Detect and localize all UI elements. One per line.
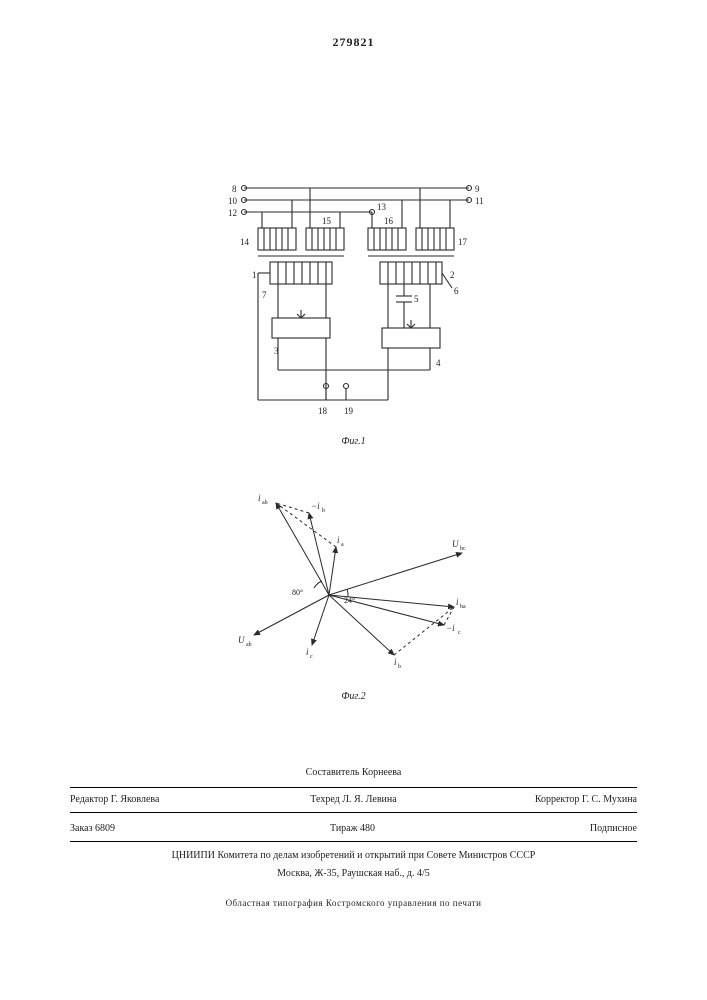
svg-text:b: b (322, 508, 325, 514)
svg-text:11: 11 (475, 196, 484, 206)
editor: Редактор Г. Яковлева (70, 792, 259, 808)
tirage: Тираж 480 (330, 821, 375, 837)
svg-text:i: i (306, 647, 309, 657)
svg-text:i: i (456, 597, 459, 607)
order-row: Заказ 6809 Тираж 480 Подписное (70, 817, 637, 842)
svg-text:3: 3 (274, 346, 279, 356)
composer-line: Составитель Корнеева (70, 765, 637, 781)
corrector: Корректор Г. С. Мухина (448, 792, 637, 808)
figure-2-caption: Фиг.2 (214, 691, 494, 702)
svg-text:19: 19 (344, 406, 354, 416)
imprint-footer: Составитель Корнеева Редактор Г. Яковлев… (70, 765, 637, 910)
svg-text:ab: ab (246, 642, 252, 648)
figure-1: 8 10 12 9 11 13 14 (214, 170, 494, 447)
vector-diagram: i ab −i b i a U bc i ba −i c (214, 485, 494, 685)
svg-text:−i: −i (311, 501, 320, 511)
svg-text:80°: 80° (292, 588, 303, 597)
svg-text:4: 4 (436, 358, 441, 368)
circuit-schematic: 8 10 12 9 11 13 14 (214, 170, 494, 430)
svg-text:6: 6 (454, 286, 459, 296)
svg-text:b: b (398, 664, 401, 670)
svg-text:ab: ab (262, 500, 268, 506)
svg-text:i: i (394, 657, 397, 667)
publisher: ЦНИИПИ Комитета по делам изобретений и о… (70, 848, 637, 864)
svg-text:8: 8 (232, 184, 237, 194)
figure-1-caption: Фиг.1 (214, 436, 494, 447)
svg-text:1: 1 (252, 270, 257, 280)
tech-editor: Техред Л. Я. Левина (259, 792, 448, 808)
svg-text:10: 10 (228, 196, 238, 206)
page-number: 279821 (0, 35, 707, 50)
printer: Областная типография Костромского управл… (70, 896, 637, 910)
svg-text:bc: bc (460, 546, 466, 552)
figure-2: i ab −i b i a U bc i ba −i c (214, 485, 494, 702)
svg-text:c: c (458, 630, 461, 636)
svg-text:2: 2 (450, 270, 455, 280)
order-number: Заказ 6809 (70, 821, 115, 837)
credits-row: Редактор Г. Яковлева Техред Л. Я. Левина… (70, 787, 637, 813)
svg-text:ba: ba (460, 604, 466, 610)
svg-text:c: c (310, 654, 313, 660)
svg-text:9: 9 (475, 184, 480, 194)
svg-text:12: 12 (228, 208, 237, 218)
address: Москва, Ж-35, Раушская наб., д. 4/5 (70, 866, 637, 882)
svg-text:a: a (341, 542, 344, 548)
svg-text:U: U (452, 539, 459, 549)
svg-text:16: 16 (384, 216, 394, 226)
svg-text:7: 7 (262, 290, 267, 300)
svg-text:13: 13 (377, 202, 387, 212)
svg-text:24°: 24° (344, 596, 355, 605)
subscription: Подписное (590, 821, 637, 837)
svg-text:5: 5 (414, 294, 419, 304)
svg-text:17: 17 (458, 237, 468, 247)
svg-text:−i: −i (446, 623, 455, 633)
svg-text:i: i (337, 535, 340, 545)
svg-text:i: i (258, 493, 261, 503)
svg-text:U: U (238, 635, 245, 645)
svg-text:18: 18 (318, 406, 328, 416)
svg-text:15: 15 (322, 216, 332, 226)
svg-text:14: 14 (240, 237, 250, 247)
